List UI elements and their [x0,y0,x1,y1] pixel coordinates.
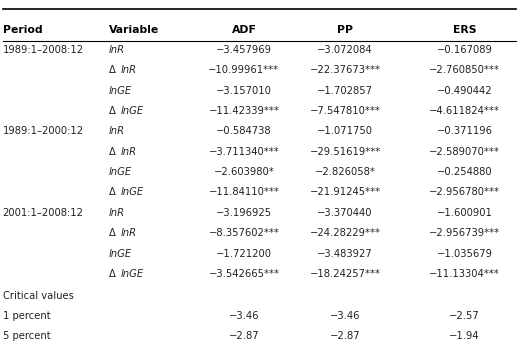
Text: 1 percent: 1 percent [3,311,50,321]
Text: −3.46: −3.46 [229,311,259,321]
Text: lnR: lnR [120,65,136,75]
Text: Δ: Δ [109,269,116,279]
Text: −29.51619***: −29.51619*** [309,147,381,157]
Text: −3.157010: −3.157010 [216,86,272,95]
Text: −3.483927: −3.483927 [317,249,373,258]
Text: −1.035679: −1.035679 [436,249,493,258]
Text: −0.254880: −0.254880 [436,167,493,177]
Text: −2.826058*: −2.826058* [315,167,376,177]
Text: 1989:1–2008:12: 1989:1–2008:12 [3,45,84,55]
Text: −10.99961***: −10.99961*** [208,65,280,75]
Text: −3.457969: −3.457969 [216,45,272,55]
Text: 2001:1–2008:12: 2001:1–2008:12 [3,208,84,218]
Text: −0.490442: −0.490442 [436,86,493,95]
Text: −3.711340***: −3.711340*** [209,147,279,157]
Text: −8.357602***: −8.357602*** [209,228,279,238]
Text: Δ: Δ [109,106,116,116]
Text: −24.28229***: −24.28229*** [310,228,380,238]
Text: −3.370440: −3.370440 [318,208,373,218]
Text: lnGE: lnGE [120,187,144,197]
Text: ERS: ERS [453,25,476,34]
Text: −4.611824***: −4.611824*** [429,106,500,116]
Text: −3.196925: −3.196925 [216,208,272,218]
Text: −2.956780***: −2.956780*** [429,187,500,197]
Text: lnGE: lnGE [120,269,144,279]
Text: Δ: Δ [109,228,116,238]
Text: 1989:1–2000:12: 1989:1–2000:12 [3,126,84,136]
Text: Δ: Δ [109,65,116,75]
Text: −22.37673***: −22.37673*** [310,65,380,75]
Text: lnR: lnR [109,45,125,55]
Text: −1.071750: −1.071750 [317,126,373,136]
Text: −2.603980*: −2.603980* [213,167,275,177]
Text: −2.87: −2.87 [330,331,361,341]
Text: lnR: lnR [120,228,136,238]
Text: −1.702857: −1.702857 [317,86,373,95]
Text: −1.94: −1.94 [449,331,480,341]
Text: ADF: ADF [231,25,256,34]
Text: −0.584738: −0.584738 [216,126,272,136]
Text: −2.589070***: −2.589070*** [429,147,500,157]
Text: −2.87: −2.87 [228,331,260,341]
Text: −3.542665***: −3.542665*** [209,269,279,279]
Text: lnGE: lnGE [109,86,132,95]
Text: Variable: Variable [109,25,159,34]
Text: lnGE: lnGE [120,106,144,116]
Text: lnR: lnR [109,208,125,218]
Text: −11.84110***: −11.84110*** [209,187,279,197]
Text: −2.760850***: −2.760850*** [429,65,500,75]
Text: −1.600901: −1.600901 [436,208,493,218]
Text: lnR: lnR [120,147,136,157]
Text: lnGE: lnGE [109,249,132,258]
Text: Δ: Δ [109,187,116,197]
Text: −1.721200: −1.721200 [216,249,272,258]
Text: −11.13304***: −11.13304*** [429,269,500,279]
Text: −7.547810***: −7.547810*** [310,106,380,116]
Text: 5 percent: 5 percent [3,331,50,341]
Text: lnR: lnR [109,126,125,136]
Text: −3.46: −3.46 [330,311,360,321]
Text: −18.24257***: −18.24257*** [310,269,380,279]
Text: Δ: Δ [109,147,116,157]
Text: −0.167089: −0.167089 [436,45,493,55]
Text: −11.42339***: −11.42339*** [209,106,279,116]
Text: −0.371196: −0.371196 [436,126,493,136]
Text: −2.57: −2.57 [449,311,480,321]
Text: PP: PP [337,25,353,34]
Text: −2.956739***: −2.956739*** [429,228,500,238]
Text: lnGE: lnGE [109,167,132,177]
Text: Period: Period [3,25,42,34]
Text: −3.072084: −3.072084 [317,45,373,55]
Text: Critical values: Critical values [3,291,74,300]
Text: −21.91245***: −21.91245*** [309,187,381,197]
